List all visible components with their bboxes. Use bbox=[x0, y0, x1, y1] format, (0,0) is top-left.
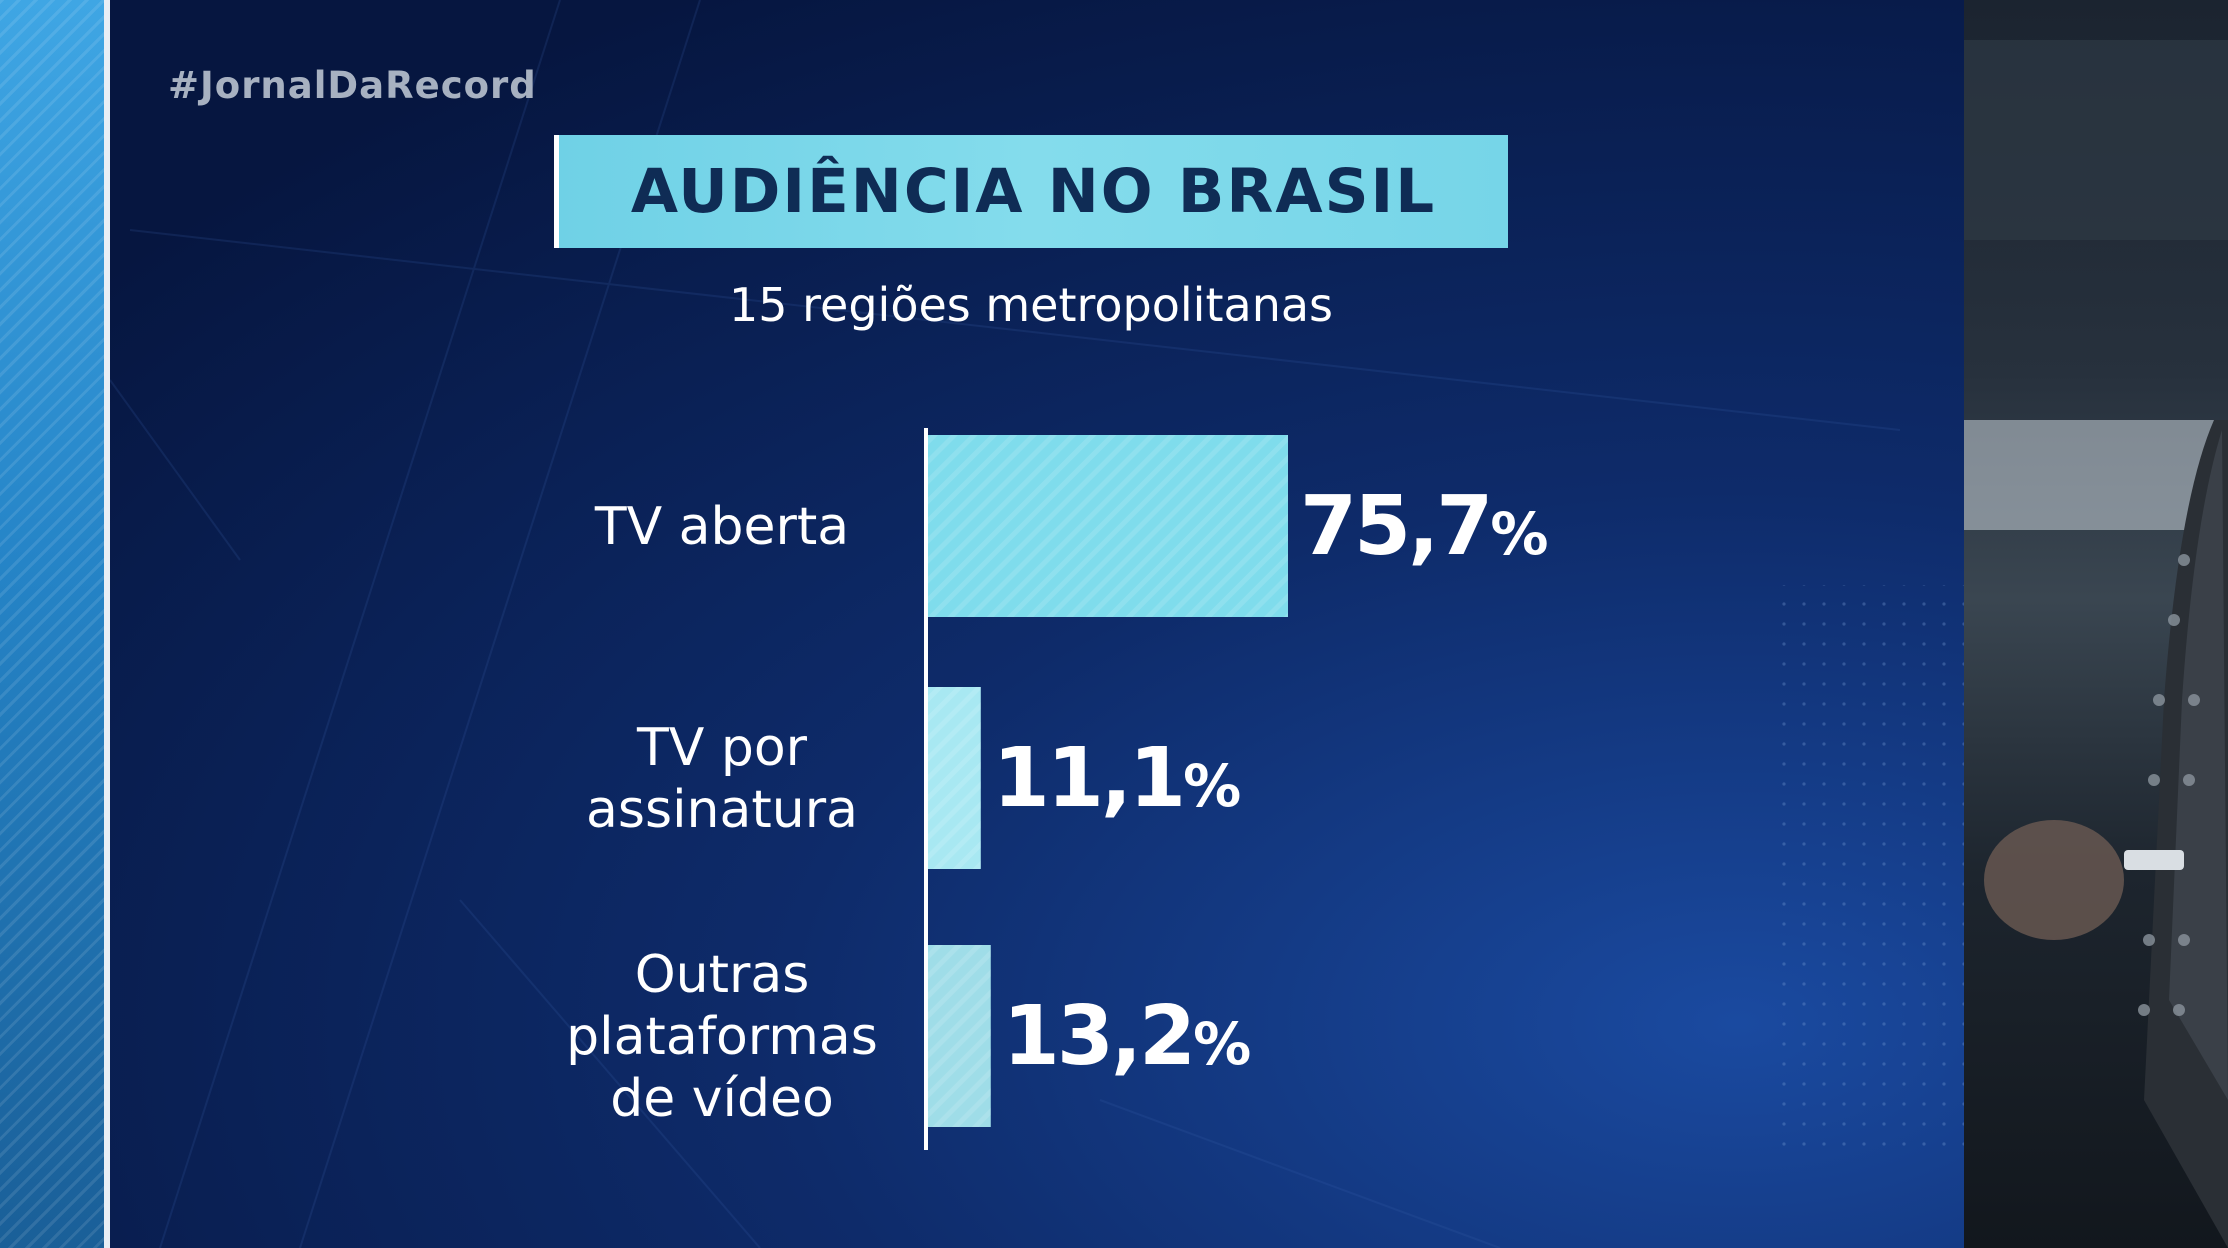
dot-grid-decoration bbox=[1775, 585, 1965, 1155]
value-label-1: 75,7% bbox=[1300, 479, 1548, 574]
right-photo-panel bbox=[1964, 0, 2228, 1248]
category-label-2: TV por assinatura bbox=[586, 718, 858, 840]
category-label-3: Outras plataformas de vídeo bbox=[566, 945, 878, 1129]
value-label-3: 13,2% bbox=[1003, 989, 1251, 1084]
hashtag-label: #JornalDaRecord bbox=[168, 64, 537, 107]
chart-subtitle: 15 regiões metropolitanas bbox=[729, 278, 1333, 332]
chart-title: AUDIÊNCIA NO BRASIL bbox=[630, 156, 1437, 227]
chart-title-box: AUDIÊNCIA NO BRASIL bbox=[554, 135, 1508, 248]
category-label-1: TV aberta bbox=[594, 497, 849, 557]
remote-control-image bbox=[1964, 40, 2228, 1248]
background-rays bbox=[109, 0, 1901, 1248]
bar-texture-3 bbox=[928, 945, 991, 1127]
bar-texture-1 bbox=[928, 435, 1288, 617]
left-decorative-strip bbox=[0, 0, 104, 1248]
bar-texture-2 bbox=[928, 687, 981, 869]
value-label-2: 11,1% bbox=[993, 731, 1241, 826]
left-divider bbox=[104, 0, 110, 1248]
